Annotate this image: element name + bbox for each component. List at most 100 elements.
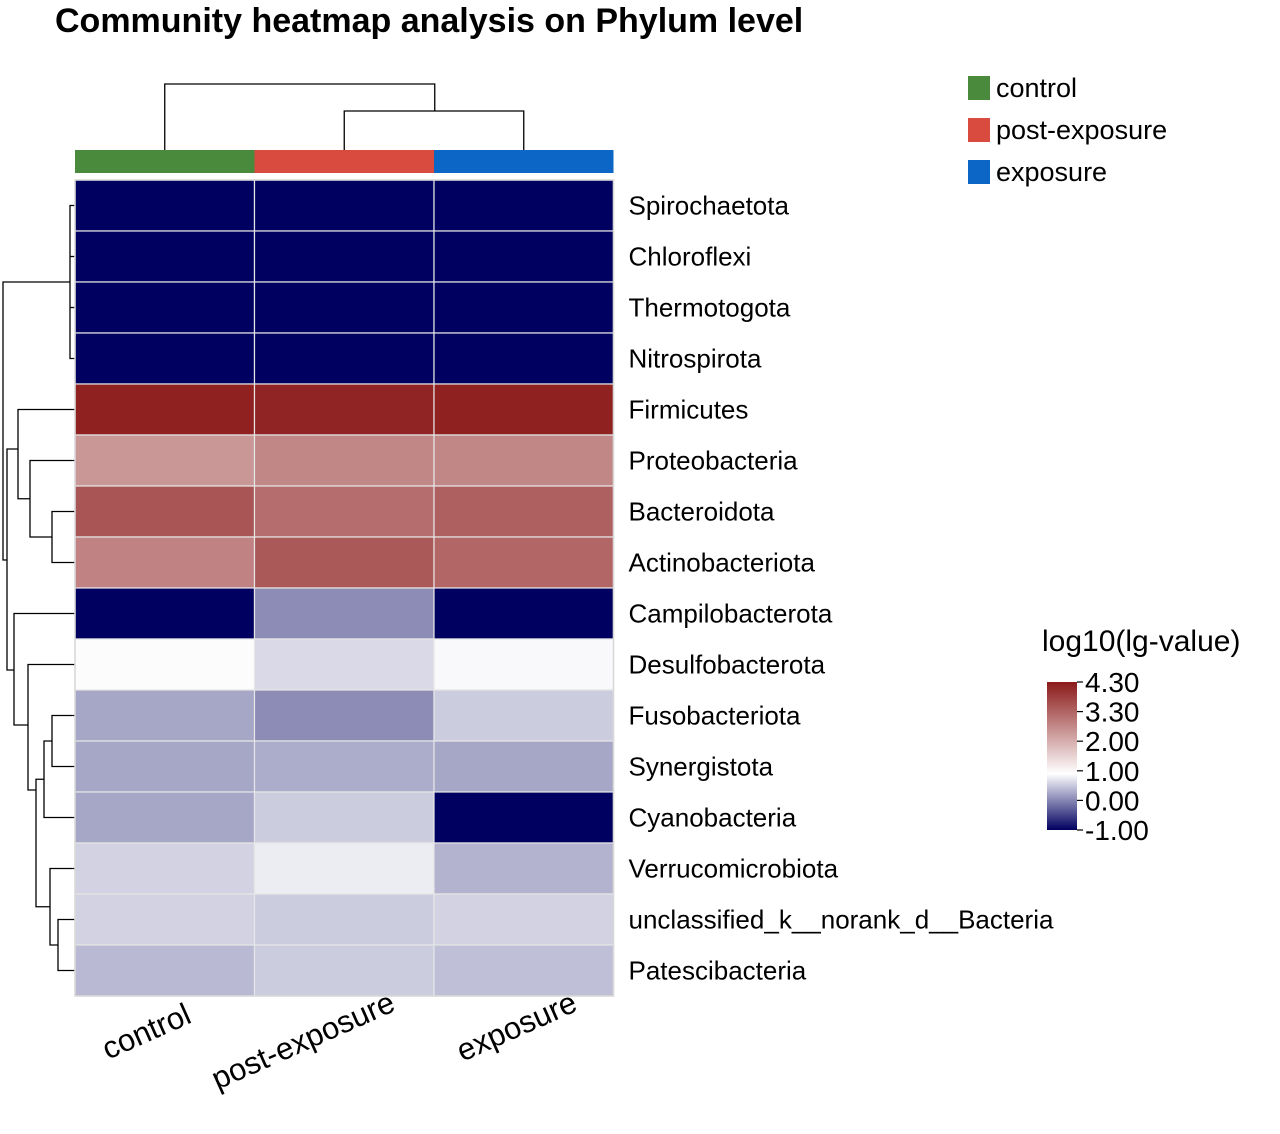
heatmap-cell: [433, 791, 615, 844]
colorbar-title: log10(lg-value): [1042, 625, 1240, 658]
row-dendrogram-branch: [27, 663, 75, 791]
colorbar-gradient: [1047, 682, 1077, 830]
row-dendrogram-branch: [13, 612, 75, 726]
row-label: Proteobacteria: [629, 446, 799, 476]
column-labels: control post-exposure exposure: [97, 984, 582, 1096]
row-label: Synergistota: [629, 752, 774, 782]
group-bar-segment: [75, 150, 255, 173]
colorbar-tick-label: -1.00: [1085, 815, 1149, 846]
column-dendrogram-branch: [164, 83, 436, 150]
row-label: Campilobacterota: [629, 599, 833, 629]
heatmap-cell: [433, 281, 615, 334]
colorbar-tick-label: 0.00: [1085, 785, 1140, 816]
row-label: Verrucomicrobiota: [629, 854, 839, 884]
row-label: Patescibacteria: [629, 956, 807, 986]
heatmap-border: [74, 179, 615, 997]
heatmap-cell: [433, 740, 615, 793]
heatmap-cell: [253, 434, 435, 487]
row-dendrogram-branch: [17, 408, 75, 500]
row-label: Actinobacteriota: [629, 548, 816, 578]
colorbar-tick-label: 2.00: [1085, 726, 1140, 757]
heatmap-cell: [433, 638, 615, 691]
heatmap-cell: [433, 434, 615, 487]
heatmap-cell: [253, 536, 435, 589]
row-label: unclassified_k__norank_d__Bacteria: [629, 905, 1054, 935]
heatmap-cell: [253, 944, 435, 997]
group-bar-segment: [434, 150, 614, 173]
group-bar-segment: [254, 150, 434, 173]
heatmap-cell: [433, 230, 615, 283]
row-label: Firmicutes: [629, 395, 749, 425]
heatmap-cell: [74, 434, 256, 487]
column-dendrogram-branch: [343, 110, 525, 150]
legend-label: control: [996, 73, 1077, 103]
heatmap-cell: [433, 587, 615, 640]
row-dendrogram-branch: [51, 714, 75, 768]
group-legend: control post-exposure exposure: [968, 73, 1167, 187]
heatmap-cells: [74, 179, 615, 997]
heatmap-cell: [74, 383, 256, 436]
heatmap-cell: [74, 230, 256, 283]
row-label: Nitrospirota: [629, 344, 762, 374]
heatmap-cell: [253, 893, 435, 946]
row-label: Chloroflexi: [629, 242, 752, 272]
legend-label: exposure: [996, 157, 1107, 187]
heatmap-cell: [253, 179, 435, 232]
heatmap-cell: [74, 740, 256, 793]
colorbar-tick-label: 4.30: [1085, 667, 1140, 698]
heatmap-cell: [433, 842, 615, 895]
row-label: Cyanobacteria: [629, 803, 797, 833]
legend-swatch: [968, 118, 990, 142]
column-label: post-exposure: [206, 984, 400, 1096]
heatmap-cell: [253, 791, 435, 844]
heatmap-cell: [74, 944, 256, 997]
heatmap-cell: [433, 332, 615, 385]
column-label: control: [97, 996, 196, 1066]
row-label: Spirochaetota: [629, 191, 790, 221]
heatmap-cell: [74, 485, 256, 538]
colorbar-legend: log10(lg-value) 4.303.302.001.000.00-1.0…: [1042, 625, 1240, 846]
heatmap-cell: [253, 383, 435, 436]
heatmap-cell: [74, 281, 256, 334]
heatmap-cell: [253, 230, 435, 283]
row-dendrogram-branch: [49, 867, 75, 946]
legend-label: post-exposure: [996, 115, 1167, 145]
row-label: Fusobacteriota: [629, 701, 802, 731]
heatmap-cell: [253, 485, 435, 538]
row-dendrogram: [2, 204, 75, 972]
colorbar-tick-label: 1.00: [1085, 756, 1140, 787]
heatmap-cell: [74, 689, 256, 742]
heatmap-cell: [74, 179, 256, 232]
heatmap-cell: [433, 485, 615, 538]
row-dendrogram-branch: [2, 281, 70, 561]
colorbar-tick-label: 3.30: [1085, 697, 1140, 728]
heatmap-cell: [253, 587, 435, 640]
heatmap-cell: [253, 689, 435, 742]
legend-swatch: [968, 76, 990, 100]
row-dendrogram-branch: [57, 918, 75, 972]
column-label: exposure: [451, 984, 582, 1068]
row-label: Bacteroidota: [629, 497, 776, 527]
heatmap-cell: [253, 281, 435, 334]
group-color-bar: [75, 150, 614, 173]
heatmap-cell: [253, 638, 435, 691]
heatmap-cell: [74, 893, 256, 946]
heatmap-cell: [433, 689, 615, 742]
row-label: Desulfobacterota: [629, 650, 826, 680]
heatmap-cell: [253, 332, 435, 385]
heatmap-cell: [74, 638, 256, 691]
heatmap-cell: [253, 842, 435, 895]
heatmap-cell: [74, 587, 256, 640]
row-dendrogram-branch: [43, 740, 75, 819]
row-label: Thermotogota: [629, 293, 791, 323]
row-labels: Spirochaetota Chloroflexi Thermotogota Nitr…: [629, 191, 1054, 986]
heatmap-cell: [253, 740, 435, 793]
legend-swatch: [968, 160, 990, 184]
heatmap-cell: [433, 536, 615, 589]
row-dendrogram-branch: [51, 510, 75, 564]
row-dendrogram-branch: [35, 778, 50, 908]
heatmap-cell: [433, 383, 615, 436]
heatmap-cell: [74, 791, 256, 844]
heatmap-cell: [433, 944, 615, 997]
